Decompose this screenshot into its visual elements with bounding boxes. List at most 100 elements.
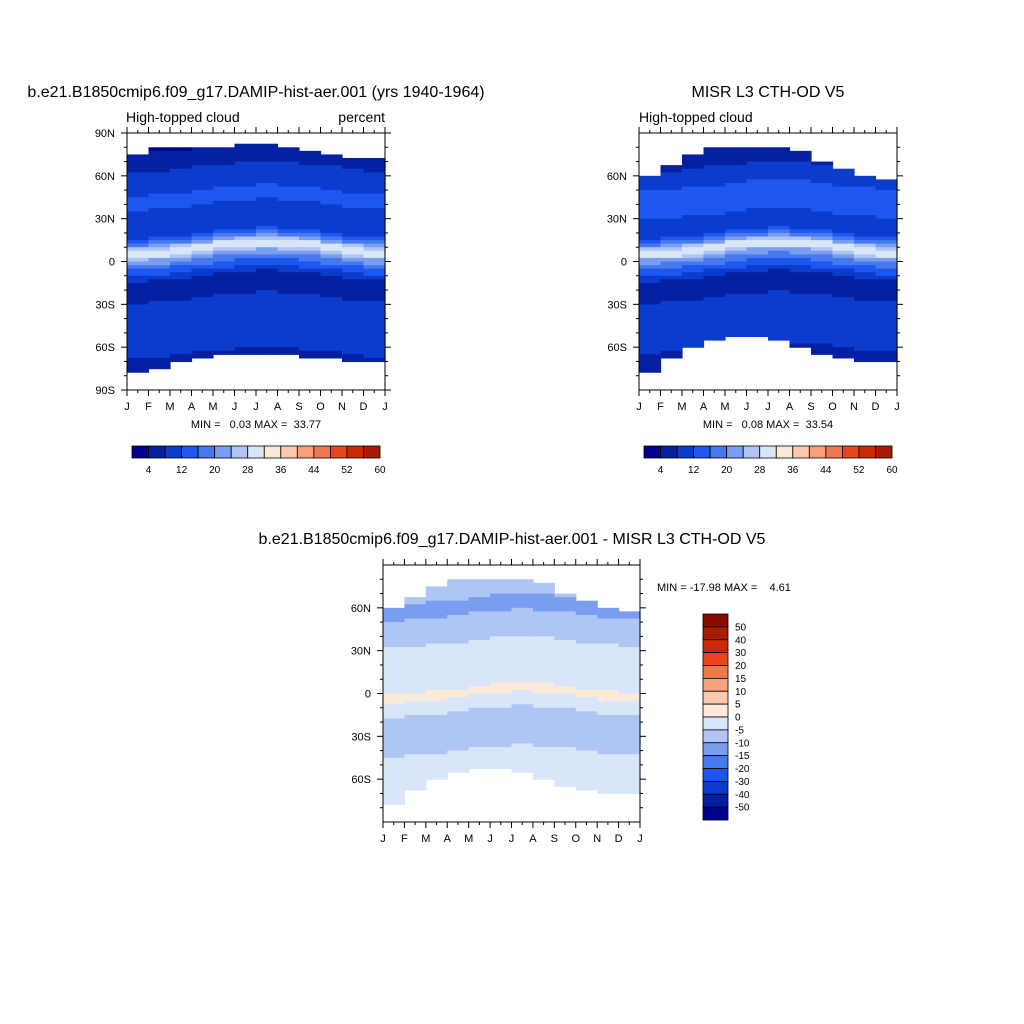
heatmap-cell <box>811 304 834 309</box>
heatmap-cell <box>832 354 855 359</box>
heatmap-cell <box>363 265 386 270</box>
heatmap-cell <box>148 304 171 309</box>
heatmap-cell <box>854 222 877 227</box>
heatmap-cell <box>256 143 279 148</box>
heatmap-cell <box>639 240 662 245</box>
x-tick-label: D <box>615 833 623 845</box>
heatmap-cell <box>768 190 791 195</box>
heatmap-cell <box>425 768 448 773</box>
heatmap-cell <box>854 350 877 355</box>
heatmap-cell <box>789 190 812 195</box>
heatmap-cell <box>234 347 257 352</box>
heatmap-cell <box>213 236 236 241</box>
colorbar-label: 52 <box>341 465 353 476</box>
x-tick-label: J <box>487 833 493 845</box>
heatmap-cell <box>725 315 748 320</box>
heatmap-cell <box>575 729 598 734</box>
heatmap-cell <box>277 232 300 238</box>
heatmap-cell <box>875 300 898 305</box>
heatmap-cell <box>597 650 620 655</box>
heatmap-cell <box>320 329 343 334</box>
heatmap-cell <box>127 261 150 266</box>
heatmap-cell <box>789 257 812 263</box>
colorbar-label: 0 <box>735 713 741 724</box>
heatmap-cell <box>342 211 365 216</box>
heatmap-cell <box>811 282 834 288</box>
heatmap-cell <box>342 172 365 177</box>
heatmap-cell <box>725 332 748 338</box>
heatmap-cell <box>191 293 214 298</box>
heatmap-cell <box>703 297 726 302</box>
heatmap-cell <box>342 304 365 309</box>
heatmap-cell <box>811 307 834 313</box>
heatmap-cell <box>490 729 513 734</box>
heatmap-cell <box>148 315 171 320</box>
heatmap-cell <box>575 675 598 680</box>
heatmap-cell <box>277 322 300 327</box>
heatmap-cell <box>468 679 491 684</box>
heatmap-cell <box>660 179 683 184</box>
heatmap-cell <box>383 718 406 723</box>
heatmap-cell <box>597 761 620 766</box>
heatmap-cell <box>832 297 855 302</box>
heatmap-cell <box>725 218 748 223</box>
heatmap-cell <box>342 322 365 327</box>
heatmap-cell <box>234 307 257 313</box>
heatmap-cell <box>256 293 279 298</box>
heatmap-cell <box>213 168 236 173</box>
heatmap-cell <box>554 732 577 737</box>
heatmap-cell <box>256 250 279 255</box>
heatmap-cell <box>277 261 300 266</box>
heatmap-cell <box>299 286 322 291</box>
heatmap-cell <box>342 179 365 184</box>
colorbar-box <box>148 445 166 459</box>
heatmap-cell <box>213 182 236 188</box>
heatmap-cell <box>768 215 791 220</box>
heatmap-cell <box>575 600 598 605</box>
heatmap-cell <box>234 182 257 188</box>
heatmap-cell <box>383 697 406 702</box>
heatmap-cell <box>234 293 257 298</box>
heatmap-cell <box>447 722 470 727</box>
y-tick-label: 30S <box>607 299 627 311</box>
heatmap-cell <box>875 197 898 202</box>
heatmap-cell <box>832 286 855 291</box>
heatmap-cell <box>342 175 365 180</box>
x-tick-label: M <box>165 401 174 413</box>
heatmap-cell <box>213 290 236 295</box>
heatmap-cell <box>148 307 171 313</box>
heatmap-cell <box>811 215 834 220</box>
heatmap-cell <box>425 707 448 712</box>
heatmap-cell <box>725 275 748 280</box>
heatmap-cell <box>746 215 769 220</box>
heatmap-cell <box>660 350 683 355</box>
heatmap-cell <box>148 286 171 291</box>
heatmap-cell <box>875 329 898 334</box>
heatmap-cell <box>383 754 406 759</box>
heatmap-cell <box>832 340 855 345</box>
heatmap-cell <box>127 265 150 270</box>
heatmap-cell <box>532 597 555 602</box>
heatmap-cell <box>854 275 877 280</box>
heatmap-cell <box>320 179 343 184</box>
heatmap-cell <box>299 211 322 216</box>
heatmap-cell <box>213 243 236 248</box>
heatmap-cell <box>832 250 855 255</box>
heatmap-cell <box>639 272 662 277</box>
heatmap-cell <box>597 739 620 745</box>
heatmap-cell <box>746 272 769 277</box>
heatmap-cell <box>682 340 705 345</box>
heatmap-cell <box>854 229 877 234</box>
heatmap-cell <box>256 147 279 152</box>
colorbar-box <box>702 806 729 821</box>
heatmap-cell <box>342 329 365 334</box>
heatmap-cell <box>703 232 726 238</box>
heatmap-cell <box>811 336 834 341</box>
heatmap-cell <box>597 747 620 752</box>
heatmap-cell <box>789 282 812 288</box>
heatmap-cell <box>425 718 448 723</box>
heatmap-cell <box>383 664 406 670</box>
heatmap-cell <box>660 168 683 173</box>
heatmap-cell <box>447 764 470 770</box>
heatmap-cell <box>811 257 834 263</box>
